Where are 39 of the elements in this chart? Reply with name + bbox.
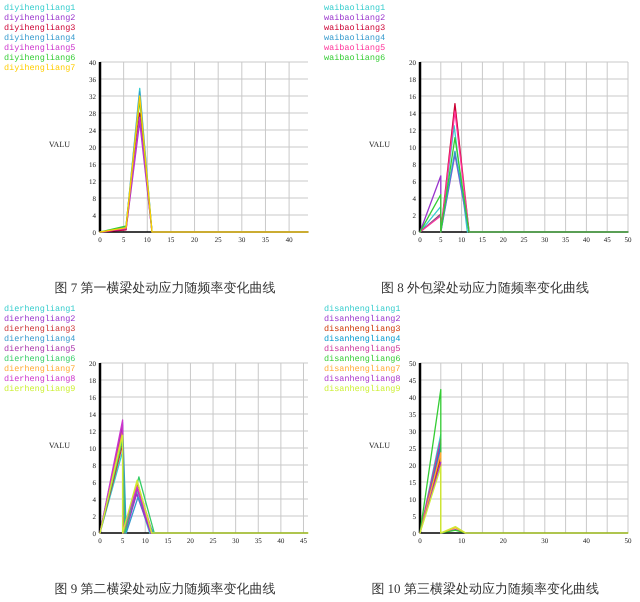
text: disanhengliang2 — [324, 314, 401, 324]
text: disanhengliang6 — [324, 354, 401, 364]
y-axis-title: VALU — [368, 140, 390, 149]
text: disanhengliang8 — [324, 374, 401, 384]
text: waibaoliang2 — [324, 13, 386, 23]
y-axis-title: VALU — [368, 441, 390, 450]
text: dierhengliang3 — [4, 324, 76, 334]
text: dierhengliang2 — [4, 314, 76, 324]
y-axis-title: VALU — [48, 441, 70, 450]
text: disanhengliang1 — [324, 304, 401, 314]
text: diyihengliang4 — [4, 33, 76, 43]
text: waibaoliang3 — [324, 23, 386, 33]
text: diyihengliang1 — [4, 3, 76, 13]
text: diyihengliang2 — [4, 13, 76, 23]
text: diyihengliang7 — [4, 63, 76, 73]
text: 图 9 第二横梁处动应力随频率变化曲线 — [54, 581, 276, 596]
text: dierhengliang7 — [4, 364, 76, 374]
text: waibaoliang1 — [324, 3, 386, 13]
text: 图 10 第三横梁处动应力随频率变化曲线 — [371, 581, 599, 596]
text: disanhengliang5 — [324, 344, 401, 354]
text: 图 8 外包梁处动应力随频率变化曲线 — [381, 280, 589, 295]
text: disanhengliang7 — [324, 364, 401, 374]
text: waibaoliang5 — [324, 43, 386, 53]
text: disanhengliang4 — [324, 334, 401, 344]
text: waibaoliang6 — [324, 53, 386, 63]
y-axis-title: VALU — [48, 140, 70, 149]
text: disanhengliang3 — [324, 324, 401, 334]
text: dierhengliang4 — [4, 334, 76, 344]
text: diyihengliang6 — [4, 53, 76, 63]
text: 图 7 第一横梁处动应力随频率变化曲线 — [54, 280, 276, 295]
text: dierhengliang9 — [4, 384, 76, 394]
text: diyihengliang3 — [4, 23, 76, 33]
text: dierhengliang1 — [4, 304, 76, 314]
text: waibaoliang4 — [324, 33, 386, 43]
text: dierhengliang6 — [4, 354, 76, 364]
text: disanhengliang9 — [324, 384, 401, 394]
text: diyihengliang5 — [4, 43, 76, 53]
text: dierhengliang8 — [4, 374, 76, 384]
text: dierhengliang5 — [4, 344, 76, 354]
